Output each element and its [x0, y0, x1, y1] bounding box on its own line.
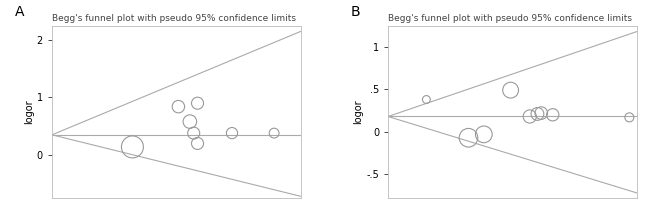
Y-axis label: logor: logor: [354, 99, 363, 124]
Point: [525, 115, 535, 118]
Point: [624, 116, 634, 119]
Text: Begg's funnel plot with pseudo 95% confidence limits: Begg's funnel plot with pseudo 95% confi…: [52, 14, 296, 23]
Point: [192, 142, 203, 145]
Text: B: B: [351, 5, 360, 19]
Point: [532, 112, 543, 116]
Y-axis label: logor: logor: [24, 99, 34, 124]
Point: [192, 102, 203, 105]
Point: [188, 131, 199, 135]
Point: [536, 111, 547, 115]
Point: [173, 105, 183, 108]
Point: [463, 136, 474, 140]
Point: [478, 133, 489, 136]
Point: [185, 120, 195, 123]
Point: [547, 113, 558, 117]
Point: [269, 131, 280, 135]
Point: [421, 98, 432, 101]
Point: [127, 145, 138, 149]
Point: [227, 131, 237, 135]
Text: A: A: [15, 5, 24, 19]
Text: Begg's funnel plot with pseudo 95% confidence limits: Begg's funnel plot with pseudo 95% confi…: [388, 14, 632, 23]
Point: [506, 88, 516, 92]
